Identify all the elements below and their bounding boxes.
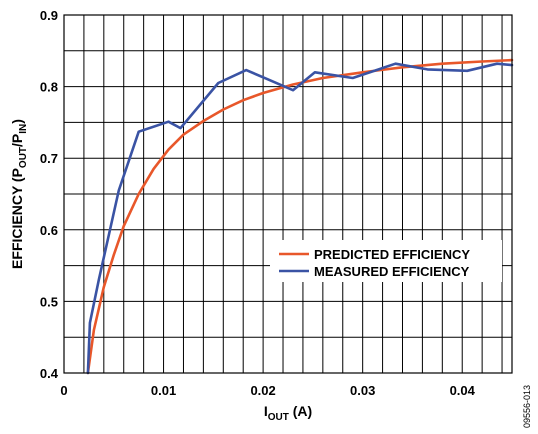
plot-frame xyxy=(63,14,513,374)
series-layer xyxy=(86,58,514,375)
y-tick-label: 0.7 xyxy=(40,151,58,166)
series-line-measured xyxy=(86,62,514,375)
y-tick-label: 0.6 xyxy=(40,223,58,238)
y-tick-label: 0.4 xyxy=(40,366,59,381)
x-tick-label: 0.01 xyxy=(151,383,176,398)
legend-background xyxy=(270,240,502,282)
x-axis-label: IOUT (A) xyxy=(264,403,312,423)
y-axis-label: EFFICIENCY (POUT/PIN) xyxy=(9,119,29,269)
y-tick-label: 0.9 xyxy=(40,8,58,23)
x-tick-label: 0 xyxy=(60,383,67,398)
legend-label-predicted: PREDICTED EFFICIENCY xyxy=(314,247,470,262)
x-tick-label: 0.04 xyxy=(450,383,476,398)
y-tick-labels: 0.4 0.5 0.6 0.7 0.8 0.9 xyxy=(40,8,59,381)
legend: PREDICTED EFFICIENCY MEASURED EFFICIENCY xyxy=(270,240,502,282)
y-tick-label: 0.8 xyxy=(40,80,58,95)
y-tick-label: 0.5 xyxy=(40,294,58,309)
figure-id: 09556-013 xyxy=(522,385,532,428)
x-tick-labels: 0 0.01 0.02 0.03 0.04 xyxy=(60,383,475,398)
x-tick-label: 0.03 xyxy=(350,383,375,398)
legend-label-measured: MEASURED EFFICIENCY xyxy=(314,264,470,279)
series-line-predicted xyxy=(86,58,514,375)
x-tick-label: 0.02 xyxy=(250,383,275,398)
